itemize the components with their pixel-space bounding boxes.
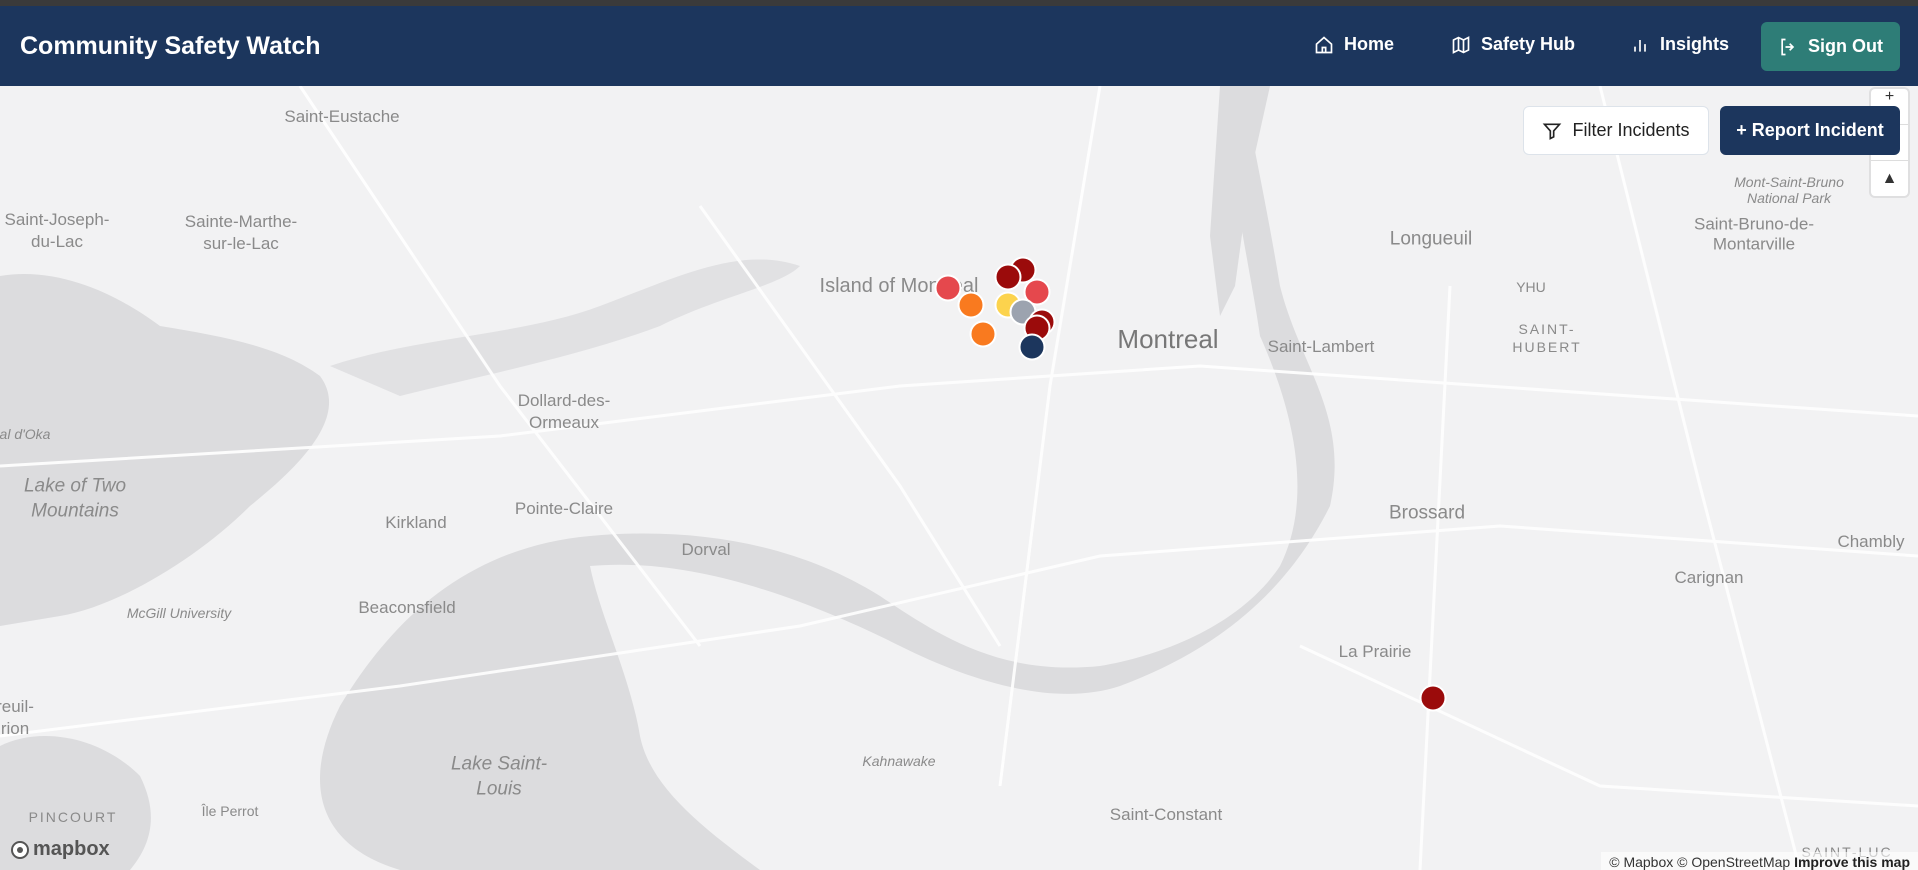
filter-icon bbox=[1543, 123, 1562, 140]
sign-out-label: Sign Out bbox=[1808, 36, 1883, 56]
nav-safety-hub-label: Safety Hub bbox=[1481, 34, 1576, 54]
map-label: PINCOURT bbox=[28, 808, 118, 825]
map-label: SAINT-HUBERT bbox=[1512, 320, 1582, 355]
sign-out-icon bbox=[1781, 38, 1795, 55]
map-label: Saint-Joseph-du-Lac bbox=[4, 209, 110, 251]
incident-marker[interactable] bbox=[957, 291, 985, 319]
incident-marker[interactable] bbox=[1419, 684, 1447, 712]
map-label: reuil-rion bbox=[0, 696, 34, 738]
zoom-out-button[interactable] bbox=[1871, 125, 1908, 161]
map-label: Beaconsfield bbox=[358, 597, 456, 617]
incident-map[interactable]: Saint-Eustache Saint-Joseph-du-Lac Saint… bbox=[0, 86, 1918, 870]
nav-home[interactable]: Home bbox=[1314, 34, 1394, 55]
map-label: Sainte-Marthe-sur-le-Lac bbox=[184, 211, 298, 253]
map-label: Chambly bbox=[1837, 531, 1905, 551]
sign-out-button[interactable]: Sign Out bbox=[1761, 22, 1900, 71]
report-incident-button[interactable]: + Report Incident bbox=[1720, 106, 1900, 155]
map-label: Brossard bbox=[1388, 502, 1466, 524]
map-icon bbox=[1452, 35, 1470, 54]
map-basemap bbox=[0, 86, 1918, 870]
map-attribution: © Mapbox © OpenStreetMap Improve this ma… bbox=[1601, 852, 1918, 870]
map-label: Lake of Two Mountains bbox=[23, 475, 127, 521]
nav-insights-label: Insights bbox=[1660, 34, 1730, 54]
map-label: Saint-Eustache bbox=[284, 106, 400, 126]
map-label: Mont-Saint-Bruno National Park bbox=[1734, 173, 1844, 206]
filter-incidents-button[interactable]: Filter Incidents bbox=[1523, 106, 1709, 155]
map-label: Lake Saint-Louis bbox=[450, 753, 548, 799]
map-label: McGill University bbox=[126, 604, 232, 621]
mapbox-logo[interactable]: mapbox bbox=[10, 838, 110, 861]
map-label: Longueuil bbox=[1389, 228, 1473, 250]
improve-map-link[interactable]: Improve this map bbox=[1794, 854, 1910, 870]
map-label: Kahnawake bbox=[862, 752, 936, 769]
mapbox-wordmark: mapbox bbox=[33, 838, 110, 860]
map-label: Kirkland bbox=[385, 512, 447, 532]
map-label: Saint-Lambert bbox=[1267, 336, 1375, 356]
map-label: Dorval bbox=[681, 539, 731, 559]
incident-marker[interactable] bbox=[969, 320, 997, 348]
filter-label: Filter Incidents bbox=[1572, 120, 1690, 140]
map-label: La Prairie bbox=[1338, 641, 1412, 661]
map-label: Montreal bbox=[1117, 324, 1219, 355]
map-label: Pointe-Claire bbox=[514, 498, 614, 518]
bar-chart-icon bbox=[1634, 39, 1646, 52]
map-label: al d'Oka bbox=[0, 425, 51, 442]
nav-home-label: Home bbox=[1344, 34, 1395, 54]
attribution-text[interactable]: © Mapbox © OpenStreetMap bbox=[1609, 854, 1791, 870]
incident-marker[interactable] bbox=[1018, 333, 1046, 361]
app-header: Community Safety Watch Home Safety Hub I… bbox=[0, 6, 1918, 86]
map-label: YHU bbox=[1516, 278, 1546, 295]
nav-safety-hub[interactable]: Safety Hub bbox=[1451, 34, 1575, 55]
map-label: Saint-Bruno-de-Montarville bbox=[1693, 214, 1814, 253]
map-label: Île Perrot bbox=[201, 802, 259, 819]
app-title: Community Safety Watch bbox=[20, 32, 321, 60]
home-icon bbox=[1315, 35, 1333, 53]
nav-insights[interactable]: Insights bbox=[1630, 34, 1729, 55]
mapbox-icon bbox=[11, 840, 29, 859]
map-label: Dollard-des-Ormeaux bbox=[517, 390, 611, 432]
browser-edge bbox=[0, 0, 1918, 6]
incident-marker[interactable] bbox=[994, 263, 1022, 291]
incident-marker[interactable] bbox=[934, 274, 962, 302]
map-label: Saint-Constant bbox=[1109, 804, 1223, 824]
map-label: Carignan bbox=[1674, 567, 1744, 587]
compass-button[interactable]: ▲ bbox=[1881, 170, 1898, 187]
